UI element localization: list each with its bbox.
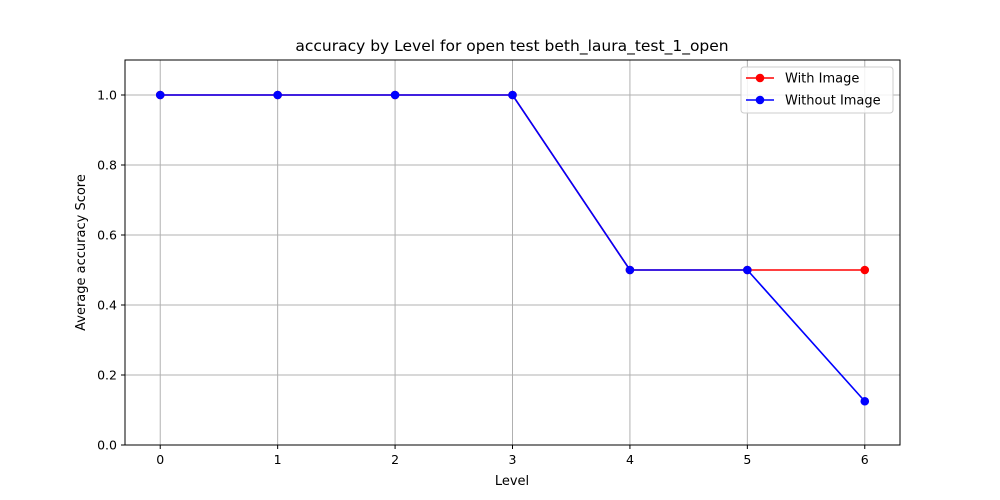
data-point [508, 90, 517, 100]
y-axis-label: Average accuracy Score [74, 174, 89, 331]
data-point [390, 90, 400, 100]
legend-box [740, 66, 894, 114]
chart-title: accuracy by Level for open test beth_lau… [295, 37, 728, 56]
y-tick-label: 0.0 [97, 438, 117, 453]
series-layer [155, 90, 870, 406]
data-point [860, 265, 870, 275]
x-tick-label: 3 [509, 452, 517, 467]
data-point [743, 265, 752, 275]
y-tick-label: 1.0 [97, 88, 117, 103]
y-tick-label: 0.8 [97, 158, 117, 173]
axis-ticks: 0 1 2 3 4 5 6 0.0 0.2 0.4 0.6 0.8 1.0 [97, 88, 869, 468]
x-tick-label: 6 [861, 452, 869, 467]
series-without-image [155, 90, 870, 406]
x-tick-label: 5 [743, 452, 751, 467]
legend: With Image Without Image [740, 66, 894, 114]
x-tick-label: 1 [274, 452, 282, 467]
data-point [155, 90, 165, 100]
legend-swatch-marker [755, 95, 765, 105]
x-tick-label: 2 [391, 452, 399, 467]
data-point [860, 396, 870, 406]
legend-label: Without Image [785, 94, 881, 109]
x-tick-label: 4 [626, 452, 634, 467]
data-point [625, 265, 635, 275]
y-tick-label: 0.2 [97, 368, 117, 383]
legend-label: With Image [785, 72, 859, 87]
x-tick-label: 0 [156, 452, 164, 467]
x-axis-label: Level [495, 474, 529, 489]
legend-swatch-marker [755, 73, 765, 83]
data-point [273, 90, 282, 100]
y-tick-label: 0.6 [97, 228, 117, 243]
y-tick-label: 0.4 [97, 298, 117, 313]
legend-item: Without Image [746, 94, 881, 109]
legend-item: With Image [746, 72, 859, 87]
